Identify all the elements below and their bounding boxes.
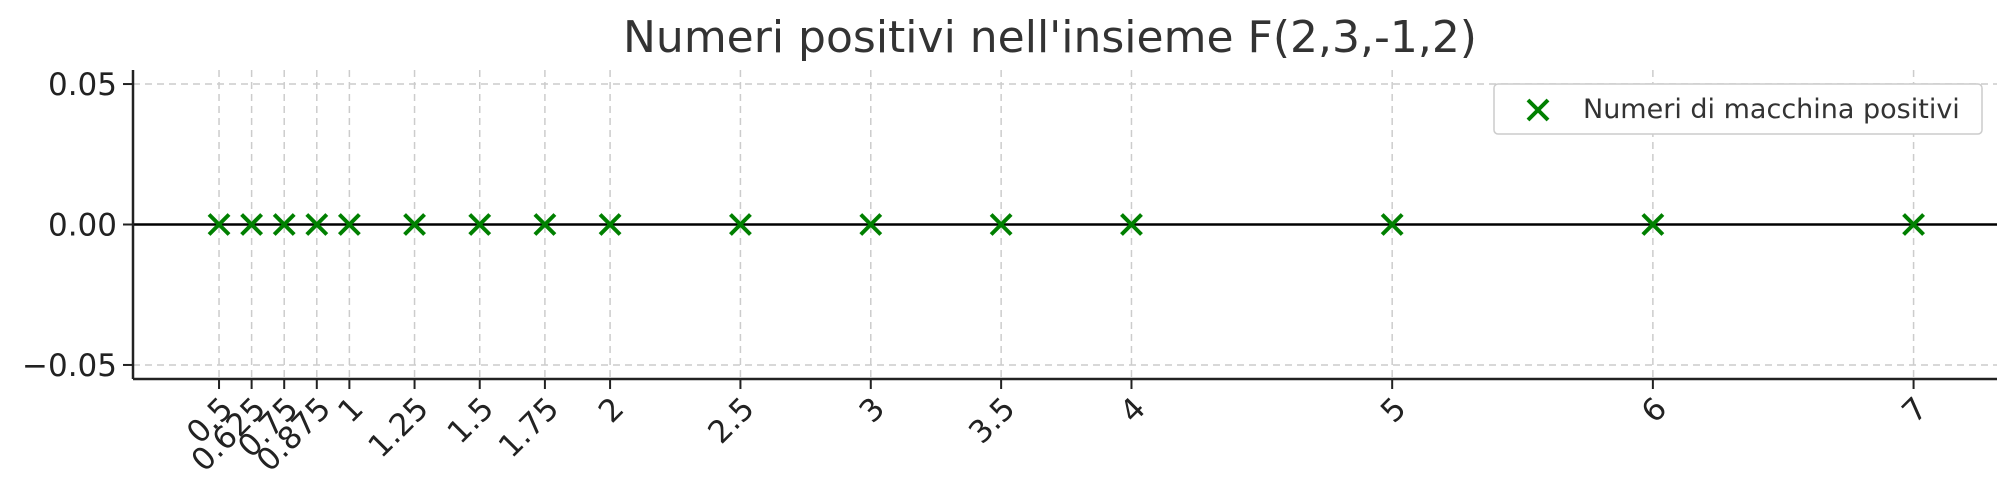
chart-title: Numeri positivi nell'insieme F(2,3,-1,2)	[623, 12, 1477, 63]
data-point	[989, 213, 1013, 236]
marker-stroke	[1380, 213, 1404, 236]
marker-stroke	[403, 213, 426, 236]
marker-stroke	[989, 213, 1013, 236]
data-point	[1641, 213, 1665, 236]
data-point	[859, 213, 883, 236]
x-tick-label: 6	[1635, 391, 1674, 430]
x-tick-label: 1.25	[362, 391, 436, 465]
legend-box	[1493, 83, 1983, 135]
marker-stroke	[598, 213, 622, 236]
x-tick-label: 3	[853, 391, 892, 430]
x-tick-label: 1	[331, 391, 370, 430]
data-point	[1120, 213, 1143, 236]
marker-stroke	[533, 213, 557, 236]
x-tick-label: 5	[1374, 391, 1413, 430]
x-tick-label: 4	[1113, 391, 1152, 430]
x-tick-label: 1.5	[441, 391, 501, 451]
data-point	[403, 213, 426, 236]
y-tick-label: −0.05	[22, 348, 117, 384]
marker-stroke	[240, 213, 264, 236]
data-point	[533, 213, 557, 236]
marker-stroke	[207, 213, 231, 236]
data-point	[1902, 213, 1925, 236]
marker-stroke	[1120, 213, 1143, 236]
marker-stroke	[468, 213, 492, 236]
data-point	[337, 213, 361, 236]
marker-stroke	[859, 213, 883, 236]
data-point	[729, 213, 752, 236]
marker-stroke	[305, 213, 329, 236]
data-point	[305, 213, 329, 236]
data-point	[598, 213, 622, 236]
data-points	[207, 213, 1925, 236]
y-tick-label: 0.00	[48, 208, 117, 244]
legend-marker-icon	[1526, 98, 1550, 122]
legend: Numeri di macchina positivi	[1493, 83, 1983, 135]
marker-stroke	[729, 213, 752, 236]
data-point	[207, 213, 231, 236]
y-tick-label: 0.05	[48, 67, 117, 103]
x-tick-label: 2	[592, 391, 631, 430]
x-tick-label: 2.5	[701, 391, 761, 451]
marker-stroke	[272, 213, 296, 236]
x-tick-label: 1.75	[492, 391, 566, 465]
marker-stroke	[337, 213, 361, 236]
legend-label: Numeri di macchina positivi	[1583, 94, 1960, 125]
data-point	[272, 213, 296, 236]
x-tick-label: 3.5	[962, 391, 1022, 451]
x-tick-label: 7	[1895, 391, 1934, 430]
marker-stroke	[1641, 213, 1665, 236]
marker-stroke	[1902, 213, 1925, 236]
y-ticks: 0.05 0.00 −0.05	[22, 67, 133, 384]
data-point	[468, 213, 492, 236]
legend-marker-stroke	[1526, 98, 1550, 122]
data-point	[240, 213, 264, 236]
data-point	[1380, 213, 1404, 236]
